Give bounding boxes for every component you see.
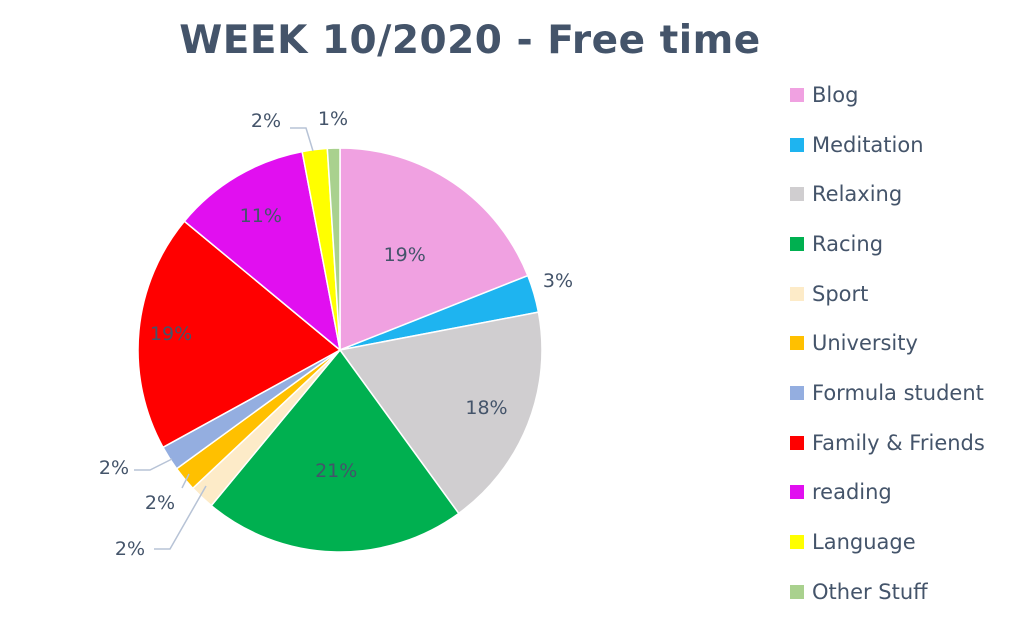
legend-item-other-stuff: Other Stuff	[790, 567, 985, 617]
leader-line-language	[290, 127, 314, 152]
slice-label-other-stuff: 1%	[318, 108, 348, 130]
leader-line-university	[181, 473, 190, 489]
leader-line-formula-student	[134, 458, 173, 471]
legend-item-racing: Racing	[790, 219, 985, 269]
slice-label-relaxing: 18%	[465, 397, 507, 419]
legend-label: Blog	[812, 82, 859, 107]
slice-label-racing: 21%	[315, 460, 357, 482]
pie-slice-other-stuff	[326, 147, 341, 351]
legend-label: Racing	[812, 231, 884, 256]
slice-label-meditation: 3%	[543, 270, 573, 292]
slice-label-blog: 19%	[384, 244, 426, 266]
chart-title: WEEK 10/2020 - Free time	[179, 18, 761, 63]
legend-item-blog: Blog	[790, 70, 985, 120]
legend: Blog Meditation Relaxing Racing Sport Univers…	[790, 70, 985, 617]
legend-swatch	[790, 87, 804, 102]
legend-item-meditation: Meditation	[790, 120, 985, 170]
legend-swatch	[790, 485, 804, 500]
slice-label-sport: 2%	[115, 538, 145, 560]
legend-item-sport: Sport	[790, 269, 985, 319]
slice-label-language: 2%	[251, 110, 281, 132]
legend-swatch	[790, 187, 804, 202]
legend-label: Other Stuff	[812, 579, 928, 604]
slice-label-family-and-friends: 19%	[150, 323, 192, 345]
pie-slice-family-and-friends	[137, 220, 342, 449]
legend-swatch	[790, 385, 804, 400]
slice-label-reading: 11%	[240, 205, 282, 227]
legend-item-university: University	[790, 318, 985, 368]
legend-swatch	[790, 435, 804, 450]
legend-swatch	[790, 137, 804, 152]
legend-item-reading: reading	[790, 468, 985, 518]
legend-label: Family & Friends	[812, 430, 985, 455]
slice-label-formula-student: 2%	[99, 457, 129, 479]
pie-slices	[137, 147, 543, 553]
legend-swatch	[790, 236, 804, 251]
slice-labels: 19% 3% 18% 21% 2% 2% 2% 19% 11% 2% 1%	[99, 108, 573, 560]
legend-label: Meditation	[812, 132, 924, 157]
pie-slice-relaxing	[338, 311, 543, 515]
leader-lines	[134, 127, 314, 550]
legend-item-family-and-friends: Family & Friends	[790, 418, 985, 468]
legend-label: Formula student	[812, 380, 984, 405]
legend-label: Relaxing	[812, 182, 903, 207]
legend-swatch	[790, 584, 804, 599]
legend-label: University	[812, 331, 918, 356]
legend-swatch	[790, 535, 804, 550]
pie-slice-racing	[210, 348, 460, 553]
pie-slice-blog	[339, 147, 529, 352]
legend-swatch	[790, 286, 804, 301]
legend-item-relaxing: Relaxing	[790, 169, 985, 219]
leader-line-sport	[154, 485, 207, 550]
legend-label: Language	[812, 530, 916, 555]
legend-swatch	[790, 336, 804, 351]
legend-label: Sport	[812, 281, 869, 306]
legend-label: reading	[812, 480, 892, 505]
legend-item-formula-student: Formula student	[790, 368, 985, 418]
legend-item-language: Language	[790, 517, 985, 567]
pie-slice-reading	[183, 150, 342, 352]
slice-label-university: 2%	[145, 492, 175, 514]
